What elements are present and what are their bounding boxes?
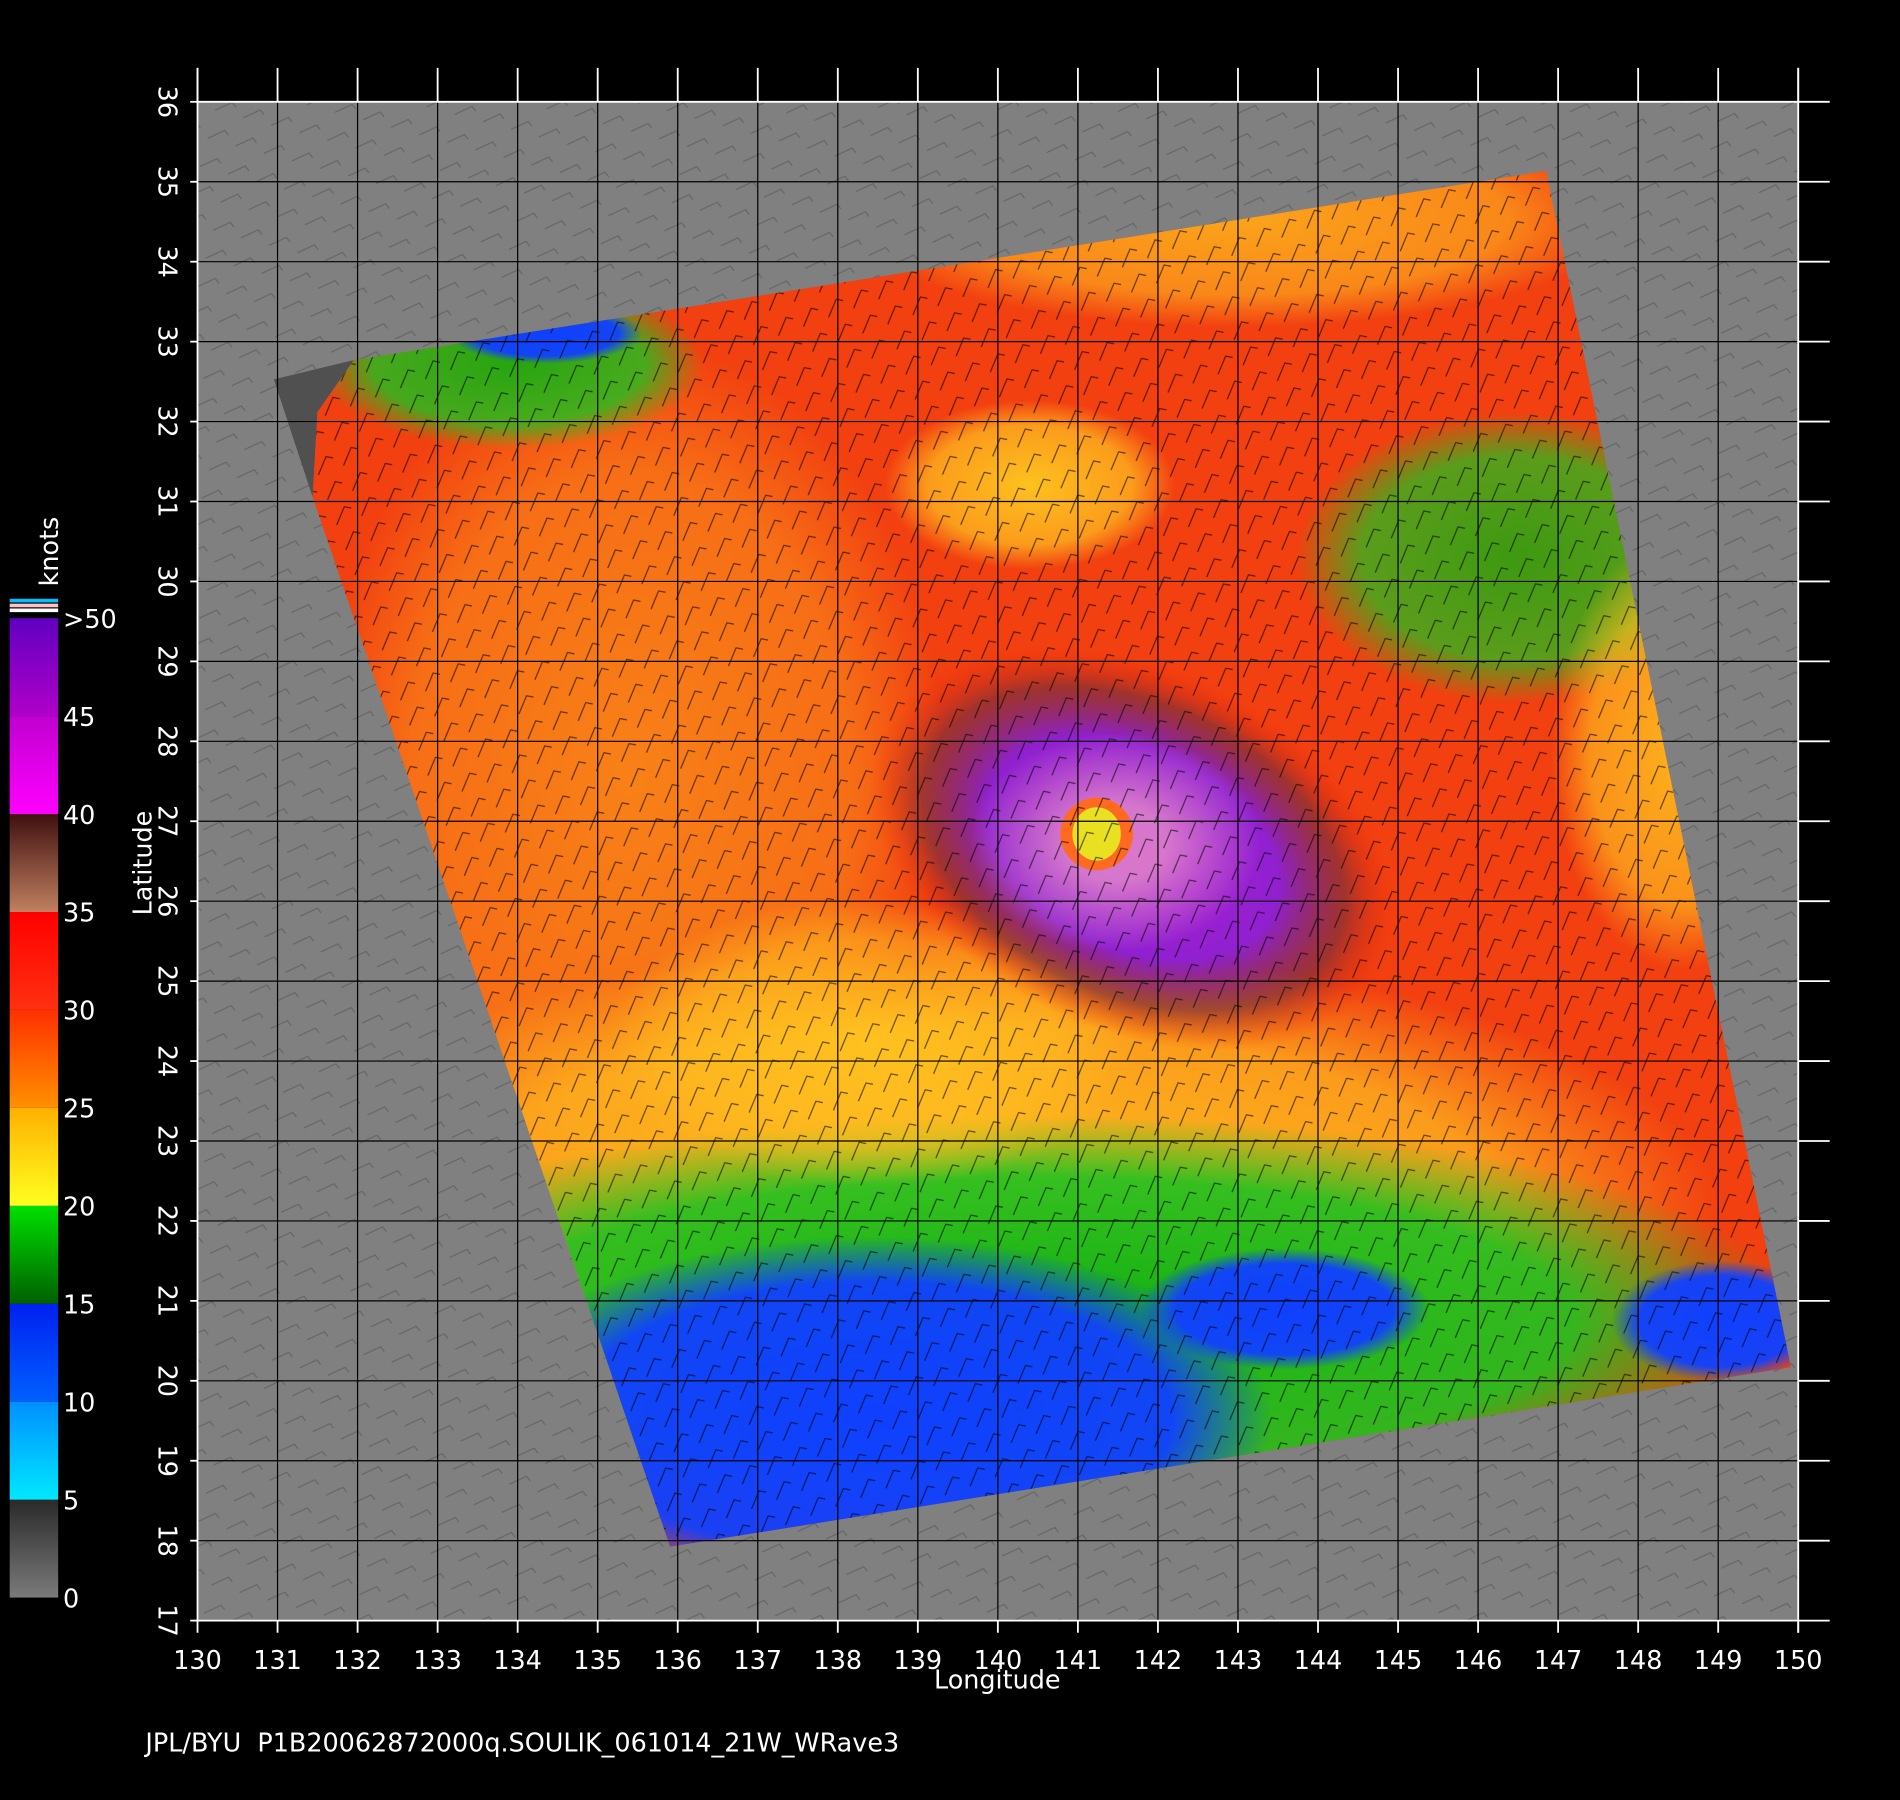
- x-tick-label: 139: [894, 1646, 943, 1676]
- colorbar-segment: [9, 1205, 59, 1304]
- y-tick-label: 18: [152, 1524, 182, 1556]
- colorbar-segment: [9, 716, 59, 815]
- colorbar-tick-label: 10: [63, 1388, 95, 1418]
- x-axis-label: Longitude: [934, 1665, 1061, 1695]
- colorbar-segment: [9, 1107, 59, 1206]
- y-tick-label: 23: [152, 1125, 182, 1157]
- x-tick-label: 133: [413, 1646, 462, 1676]
- x-tick-label: 138: [814, 1646, 863, 1676]
- colorbar-cap: [9, 603, 59, 608]
- x-tick-label: 132: [333, 1646, 382, 1676]
- colorbar-segment: [9, 1499, 59, 1598]
- colorbar-segment: [9, 1009, 59, 1108]
- y-tick-label: 32: [152, 405, 182, 437]
- y-tick-label: 36: [152, 86, 182, 118]
- y-tick-label: 34: [152, 246, 182, 278]
- footer: JPL/BYU P1B20062872000q.SOULIK_061014_21…: [143, 1729, 899, 1759]
- x-tick-label: 137: [733, 1646, 782, 1676]
- x-tick-label: 141: [1054, 1646, 1103, 1676]
- x-tick-label: 146: [1454, 1646, 1503, 1676]
- y-tick-label: 30: [152, 565, 182, 597]
- x-tick-label: 142: [1134, 1646, 1183, 1676]
- x-tick-label: 143: [1214, 1646, 1263, 1676]
- colorbar-tick-label: 40: [63, 801, 95, 831]
- y-tick-label: 25: [152, 965, 182, 997]
- x-tick-label: 145: [1374, 1646, 1423, 1676]
- x-tick-label: 148: [1614, 1646, 1663, 1676]
- x-tick-label: 147: [1534, 1646, 1583, 1676]
- axes: 130 131 132 133 134 135 136 137 138 139 140 141 142 1…: [152, 67, 1830, 1676]
- colorbar-title: knots: [35, 517, 65, 587]
- y-tick-label: 17: [152, 1604, 182, 1636]
- y-tick-label: 33: [152, 325, 182, 357]
- y-tick-label: 29: [152, 645, 182, 677]
- colorbar-segment: [9, 912, 59, 1010]
- y-tick-label: 20: [152, 1365, 182, 1397]
- colorbar-tick-label: 30: [63, 997, 95, 1027]
- y-tick-label: 28: [152, 725, 182, 757]
- x-tick-label: 140: [974, 1646, 1023, 1676]
- colorbar-segment: [9, 1401, 59, 1500]
- colorbar-tick-label: 35: [63, 899, 95, 929]
- colorbar-tick-label: 0: [63, 1584, 79, 1614]
- colorbar-tick-label: 25: [63, 1095, 95, 1125]
- y-tick-label: 35: [152, 166, 182, 198]
- x-tick-label: 150: [1774, 1646, 1823, 1676]
- colorbar-cap: [9, 598, 59, 603]
- colorbar-tick-label: 5: [63, 1486, 79, 1516]
- colorbar-cap: [9, 608, 59, 613]
- y-tick-label: 22: [152, 1205, 182, 1237]
- colorbar-tick-label: >50: [63, 605, 117, 635]
- y-tick-label: 27: [152, 805, 182, 837]
- y-tick-label: 26: [152, 885, 182, 917]
- y-tick-label: 24: [152, 1045, 182, 1077]
- x-tick-label: 130: [173, 1646, 222, 1676]
- colorbar-tick-label: 45: [63, 703, 95, 733]
- colorbar-segment: [9, 1303, 59, 1402]
- colorbar-tick-label: 15: [63, 1290, 95, 1320]
- y-axis-label: Latitude: [128, 811, 158, 916]
- x-tick-label: 144: [1294, 1646, 1343, 1676]
- y-tick-label: 19: [152, 1445, 182, 1477]
- y-tick-label: 31: [152, 485, 182, 517]
- x-tick-label: 149: [1694, 1646, 1743, 1676]
- x-tick-label: 135: [573, 1646, 622, 1676]
- x-tick-label: 131: [253, 1646, 302, 1676]
- colorbar-segment: [9, 618, 59, 717]
- colorbar-segment: [9, 814, 59, 912]
- x-tick-label: 134: [493, 1646, 542, 1676]
- colorbar-tick-label: 20: [63, 1193, 95, 1223]
- swath-edge: [273, 360, 354, 497]
- colorbar: 0 5 10 15 20 25 30 35 40 >50 45: [9, 598, 117, 1614]
- y-tick-label: 21: [152, 1285, 182, 1317]
- x-tick-label: 136: [653, 1646, 702, 1676]
